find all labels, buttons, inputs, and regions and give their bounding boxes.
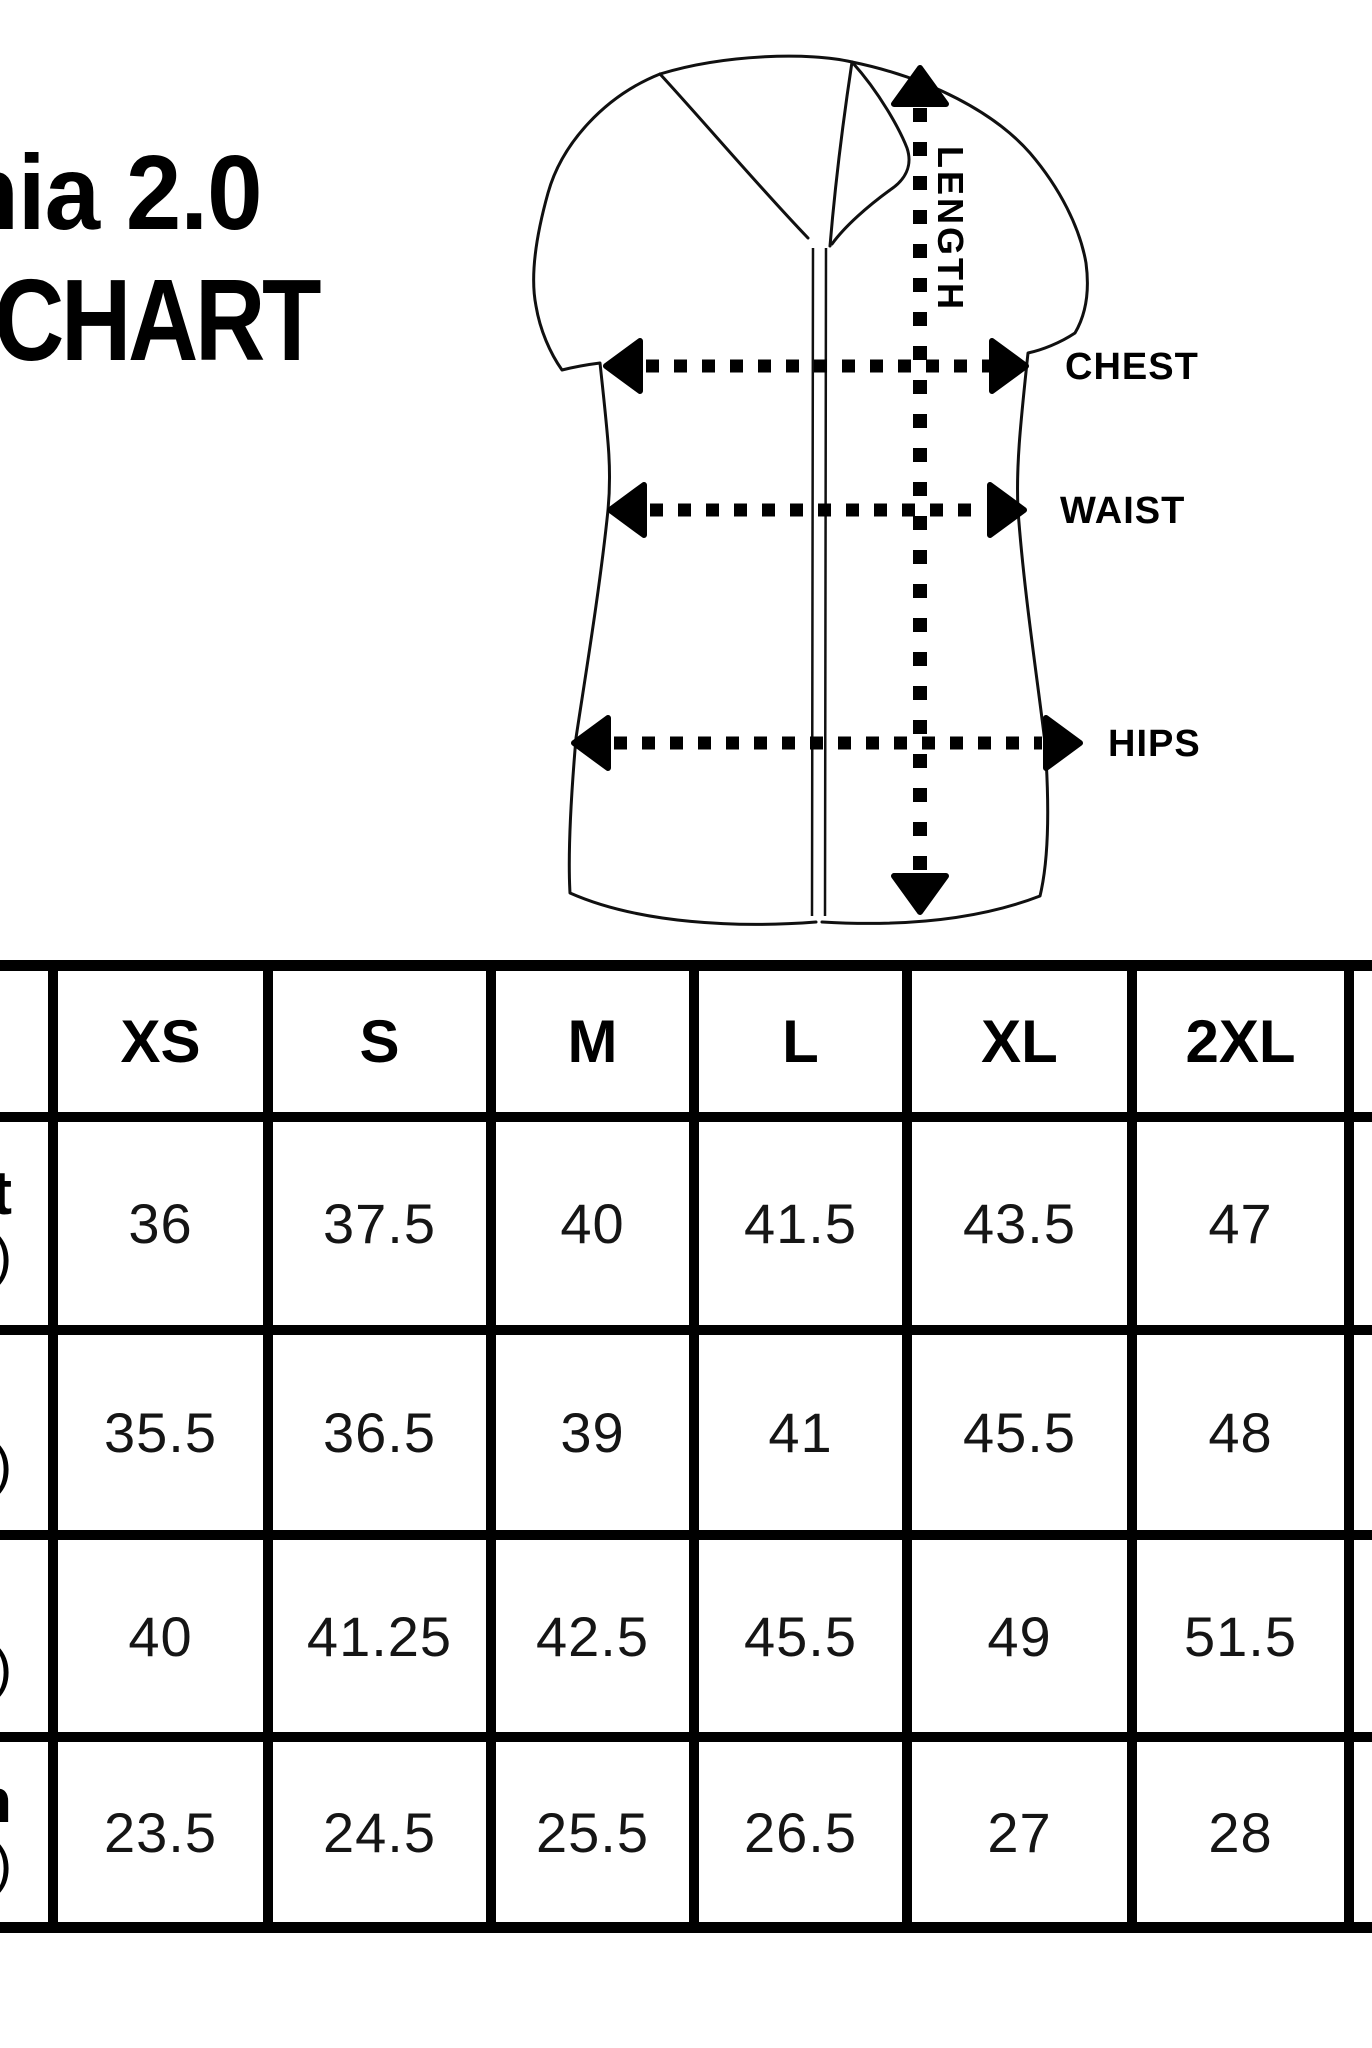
row-label-length: n ): [0, 1742, 48, 1922]
length-arrow: [891, 65, 949, 915]
length-arrowhead-down: [891, 873, 949, 915]
table-cell-cropped: [1354, 1335, 1372, 1530]
table-cell: 39: [496, 1335, 689, 1530]
table-cell-cropped: [1354, 1122, 1372, 1325]
table-cell: 43.5: [912, 1122, 1127, 1325]
table-cell: 35.5: [58, 1335, 263, 1530]
row-label-unit-fragment: ): [0, 1225, 12, 1286]
table-cell: 40: [496, 1122, 689, 1325]
column-header-xl: XL: [912, 971, 1127, 1112]
chest-label: CHEST: [1065, 346, 1199, 388]
table-cell: 24.5: [273, 1742, 486, 1922]
chest-arrow: [603, 338, 1029, 394]
table-cell: 47: [1137, 1122, 1344, 1325]
hips-arrowhead-left: [571, 715, 611, 771]
table-cell: 41: [699, 1335, 902, 1530]
row-label-fragment: n: [0, 1770, 12, 1834]
table-cell: 28: [1137, 1742, 1344, 1922]
waist-label: WAIST: [1060, 490, 1185, 532]
row-label-fragment: t: [0, 1158, 12, 1228]
length-label: LENGTH: [930, 146, 971, 312]
row-label-chest: t ): [0, 1122, 48, 1325]
table-cell: 23.5: [58, 1742, 263, 1922]
column-header-l: L: [699, 971, 902, 1112]
garment-outline: [532, 54, 1089, 926]
table-cell: 41.25: [273, 1540, 486, 1732]
table-cell: 51.5: [1137, 1540, 1344, 1732]
table-corner-cell: [0, 971, 48, 1112]
table-cell: 27: [912, 1742, 1127, 1922]
column-header-xs: XS: [58, 971, 263, 1112]
table-cell: 36.5: [273, 1335, 486, 1530]
table-cell: 49: [912, 1540, 1127, 1732]
hips-arrowhead-right: [1043, 715, 1083, 771]
column-header-2xl: 2XL: [1137, 971, 1344, 1112]
page-title-line1: nia 2.0: [0, 134, 263, 252]
table-cell: 41.5: [699, 1122, 902, 1325]
table-cell: 45.5: [699, 1540, 902, 1732]
chest-arrowhead-left: [603, 338, 643, 394]
row-label-unit-fragment: ): [0, 1638, 12, 1698]
waist-arrowhead-right: [987, 482, 1027, 538]
column-header-cropped: [1354, 971, 1372, 1112]
table-cell: 26.5: [699, 1742, 902, 1922]
table-cell: 45.5: [912, 1335, 1127, 1530]
hips-arrow: [571, 715, 1083, 771]
length-arrowhead-up: [891, 65, 949, 107]
waist-arrow: [607, 482, 1027, 538]
column-header-s: S: [273, 971, 486, 1112]
waist-arrowhead-left: [607, 482, 647, 538]
chest-arrowhead-right: [989, 338, 1029, 394]
garment-diagram: LENGTH CHEST WAIST HIPS: [532, 54, 1201, 926]
table-cell-cropped: [1354, 1742, 1372, 1922]
table-cell: 37.5: [273, 1122, 486, 1325]
column-header-m: M: [496, 971, 689, 1112]
row-label-hips: ): [0, 1540, 48, 1732]
size-table: XS S M L XL 2XL t ) 36 37.5 40 41.5 43.5…: [0, 960, 1372, 1933]
row-label-waist: ): [0, 1335, 48, 1530]
row-label-unit-fragment: ): [0, 1434, 12, 1495]
table-cell: 42.5: [496, 1540, 689, 1732]
row-label-unit-fragment: ): [0, 1834, 12, 1894]
hips-label: HIPS: [1108, 723, 1201, 765]
table-cell: 40: [58, 1540, 263, 1732]
table-cell: 25.5: [496, 1742, 689, 1922]
table-cell: 36: [58, 1122, 263, 1325]
page-title-line2: CHART: [0, 255, 322, 385]
table-cell: 48: [1137, 1335, 1344, 1530]
table-cell-cropped: [1354, 1540, 1372, 1732]
zipper-line: [810, 247, 815, 917]
